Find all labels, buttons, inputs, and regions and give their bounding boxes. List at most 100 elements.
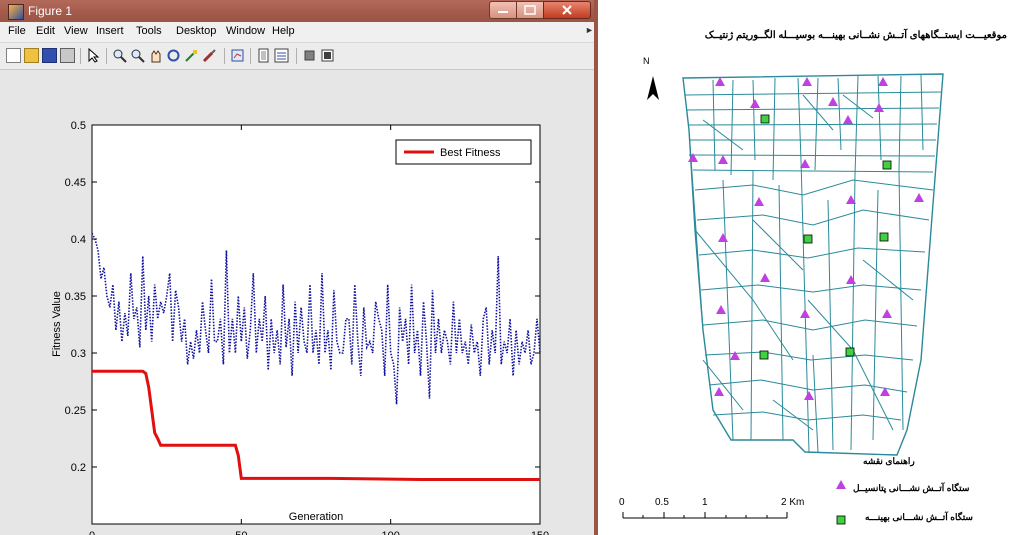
- candidate-station-marker: [688, 153, 698, 162]
- select-arrow-icon[interactable]: [86, 48, 101, 63]
- colorbar-icon[interactable]: [256, 48, 271, 63]
- north-arrow-icon: [647, 76, 659, 100]
- print-icon[interactable]: [60, 48, 75, 63]
- save-icon[interactable]: [42, 48, 57, 63]
- minimize-button[interactable]: [489, 1, 517, 19]
- scale-label-2km: 2 Km: [781, 497, 805, 508]
- candidate-station-marker: [718, 233, 728, 242]
- road-network: [684, 74, 942, 453]
- menu-view[interactable]: View: [64, 25, 88, 37]
- toolbar-separator: [296, 48, 297, 64]
- matlab-figure-icon: [8, 4, 24, 20]
- window-frame-edge: [594, 0, 598, 535]
- maximize-icon: [524, 5, 536, 15]
- menu-window[interactable]: Window: [226, 25, 266, 37]
- figure-window: Figure 1 File Edit View Insert Tools Des…: [0, 0, 598, 535]
- map-legend-title: راهنمای نقشه: [863, 456, 915, 466]
- candidate-station-marker: [730, 351, 740, 360]
- axes-box: [91, 124, 541, 525]
- candidate-station-marker: [718, 155, 728, 164]
- menu-bar: File Edit View Insert Tools Desktop Wind…: [0, 22, 598, 43]
- x-axis-label: Generation: [289, 511, 343, 523]
- toolbar-separator: [250, 48, 251, 64]
- maximize-button[interactable]: [516, 1, 544, 19]
- new-figure-icon[interactable]: [6, 48, 21, 63]
- candidate-station-marker: [754, 197, 764, 206]
- show-plot-tools-icon[interactable]: [320, 48, 335, 63]
- toolbar: [0, 43, 598, 70]
- y-tick-label: 0.5: [71, 120, 86, 132]
- y-tick-label: 0.3: [71, 348, 86, 360]
- candidate-station-marker: [800, 309, 810, 318]
- chart-legend[interactable]: Best Fitness: [395, 139, 532, 165]
- menu-edit[interactable]: Edit: [36, 25, 55, 37]
- pan-icon[interactable]: [148, 48, 163, 63]
- open-file-icon[interactable]: [24, 48, 39, 63]
- menu-file[interactable]: File: [8, 25, 26, 37]
- candidate-station-marker: [843, 115, 853, 124]
- map-panel: موقعیـــت ایستــگاههای آتــش نشــانی بهی…: [603, 0, 1013, 535]
- axis-ticks: 0 50 100 150 0.2 0.25 0.3 0.35 0.4 0.45 0.5: [65, 120, 550, 535]
- y-tick-label: 0.25: [65, 405, 86, 417]
- brush-icon[interactable]: [202, 48, 217, 63]
- legend-entry-best-fitness: Best Fitness: [440, 147, 501, 159]
- menu-desktop[interactable]: Desktop: [176, 25, 217, 37]
- optimal-station-marker: [879, 232, 889, 242]
- optimal-station-marker: [845, 347, 855, 357]
- candidate-station-marker: [802, 77, 812, 86]
- y-tick-label: 0.2: [71, 462, 86, 474]
- title-bar[interactable]: Figure 1: [0, 0, 598, 22]
- scale-label-0: 0: [619, 497, 625, 508]
- link-plot-icon[interactable]: [230, 48, 245, 63]
- optimal-station-marker: [760, 114, 770, 124]
- legend-optimal-label: ستگاه آتــش نشـــانی بهینـــه: [865, 512, 973, 522]
- series-layer: [91, 232, 541, 481]
- menu-help[interactable]: Help: [272, 25, 295, 37]
- legend-icon[interactable]: [274, 48, 289, 63]
- zoom-in-icon[interactable]: [112, 48, 127, 63]
- zoom-out-icon[interactable]: [130, 48, 145, 63]
- optimal-stations: [759, 114, 892, 360]
- north-label: N: [643, 56, 650, 66]
- candidate-station-marker: [846, 275, 856, 284]
- figure-canvas: 0 50 100 150 0.2 0.25 0.3 0.35 0.4 0.45 0.5 Genera…: [0, 70, 598, 535]
- candidate-station-marker: [716, 305, 726, 314]
- x-tick-label: 100: [381, 530, 399, 535]
- city-boundary: [682, 73, 944, 456]
- menu-overflow-icon[interactable]: ►: [585, 25, 594, 35]
- rotate-3d-icon[interactable]: [166, 48, 181, 63]
- fitness-chart: 0 50 100 150 0.2 0.25 0.3 0.35 0.4 0.45 0.5 Genera…: [51, 120, 550, 535]
- menu-insert[interactable]: Insert: [96, 25, 124, 37]
- scale-label-1: 1: [702, 497, 708, 508]
- candidate-station-marker: [874, 103, 884, 112]
- legend-candidate-symbol: [836, 480, 846, 489]
- toolbar-separator: [224, 48, 225, 64]
- optimal-station-marker: [803, 234, 813, 244]
- candidate-station-marker: [828, 97, 838, 106]
- series-best-fitness-line: [92, 369, 540, 481]
- candidate-station-marker: [882, 309, 892, 318]
- y-tick-label: 0.35: [65, 291, 86, 303]
- candidate-station-marker: [714, 387, 724, 396]
- fire-station-map: [622, 73, 944, 525]
- scale-label-0-5: 0.5: [655, 497, 669, 508]
- x-tick-label: 50: [235, 530, 247, 535]
- candidate-station-marker: [750, 99, 760, 108]
- optimal-station-marker: [882, 160, 892, 170]
- data-cursor-icon[interactable]: [184, 48, 199, 63]
- hide-plot-tools-icon[interactable]: [302, 48, 317, 63]
- series-fitness-dotted-line: [91, 232, 541, 405]
- candidate-stations: [688, 77, 924, 400]
- candidate-station-marker: [880, 387, 890, 396]
- close-button[interactable]: [543, 1, 591, 19]
- candidate-station-marker: [878, 77, 888, 86]
- toolbar-separator: [80, 48, 81, 64]
- y-tick-label: 0.4: [71, 234, 86, 246]
- candidate-station-marker: [760, 273, 770, 282]
- legend-optimal-symbol: [836, 515, 846, 525]
- menu-tools[interactable]: Tools: [136, 25, 162, 37]
- legend-candidate-label: ستگاه آتــش نشـــانی پتانسیــل: [853, 483, 970, 493]
- map-title: موقعیـــت ایستــگاههای آتــش نشــانی بهی…: [704, 30, 1007, 41]
- minimize-icon: [498, 11, 508, 13]
- candidate-station-marker: [804, 391, 814, 400]
